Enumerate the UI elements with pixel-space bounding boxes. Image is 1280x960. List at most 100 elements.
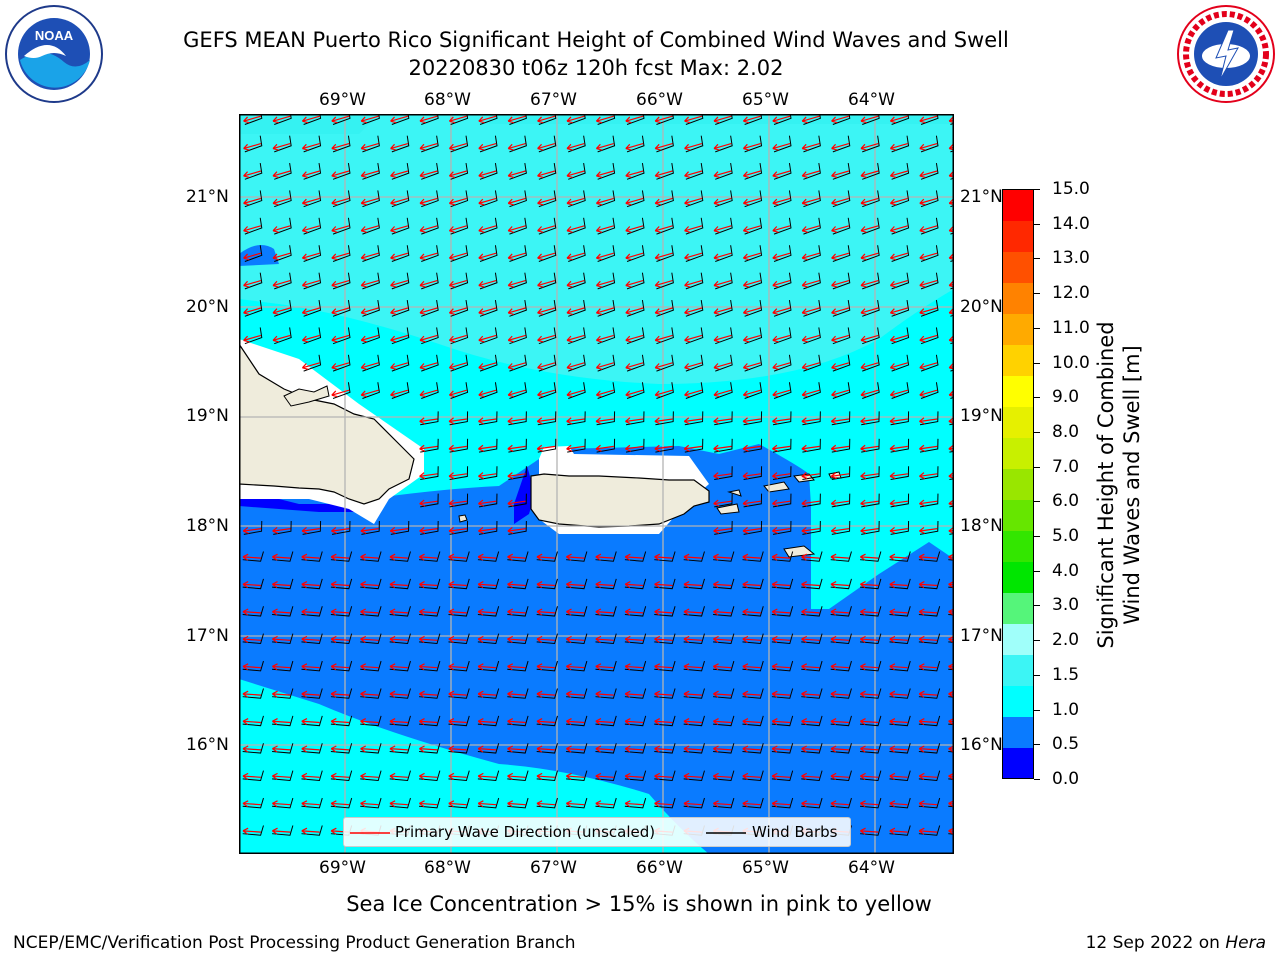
wave-direction-arrow <box>801 389 820 398</box>
wind-barb <box>862 217 880 235</box>
wave-direction-arrow <box>624 772 644 780</box>
wind-barb <box>391 135 410 153</box>
colorbar-tick-label: 7.0 <box>1052 456 1080 477</box>
wind-barb <box>802 466 821 481</box>
wind-barb <box>450 135 469 153</box>
wave-direction-arrow <box>860 197 879 206</box>
wind-barb <box>685 245 704 262</box>
wind-barb <box>742 715 764 727</box>
wind-barb <box>595 578 617 590</box>
wind-barb <box>624 633 647 644</box>
wind-barb <box>626 382 645 399</box>
wave-direction-arrow <box>919 252 938 261</box>
wave-direction-arrow <box>331 143 350 151</box>
wind-barb <box>244 327 263 345</box>
wind-barb <box>889 578 911 590</box>
wave-direction-arrow <box>360 745 379 753</box>
wind-barb <box>597 135 616 153</box>
wind-barb <box>477 551 500 562</box>
wave-direction-arrow <box>242 718 261 726</box>
wind-barb <box>772 438 792 453</box>
wave-direction-arrow <box>448 115 467 124</box>
colorbar-segment <box>1003 468 1033 500</box>
wave-direction-arrow <box>889 499 908 507</box>
wave-direction-arrow <box>272 745 291 753</box>
wave-direction-arrow <box>742 690 761 698</box>
wave-direction-arrow <box>919 307 938 316</box>
wind-barb <box>773 190 792 208</box>
wind-barb <box>803 245 821 262</box>
wave-direction-arrow <box>713 362 732 370</box>
wave-direction-arrow <box>683 444 703 452</box>
wind-barb <box>450 162 469 180</box>
wave-direction-arrow <box>330 553 350 561</box>
wind-barb <box>803 354 821 372</box>
wave-direction-arrow <box>478 280 497 288</box>
wind-barb <box>771 688 794 699</box>
wave-direction-arrow <box>713 772 732 780</box>
wind-barb <box>889 633 911 644</box>
wave-direction-arrow <box>742 526 761 534</box>
wave-direction-arrow <box>478 197 497 206</box>
wind-barb <box>625 411 645 426</box>
wind-barb <box>832 217 851 235</box>
colorbar-tick-label: 8.0 <box>1052 421 1080 442</box>
colorbar-tick-mark <box>1034 640 1040 642</box>
wind-barb <box>478 466 498 481</box>
wave-direction-arrow <box>419 635 438 643</box>
wind-barb <box>303 299 322 317</box>
wave-direction-arrow <box>360 608 379 616</box>
wave-direction-arrow <box>713 143 732 151</box>
wind-barb <box>683 743 705 754</box>
lon-label-bottom-65w: 65°W <box>742 858 789 878</box>
vector-layer <box>242 108 970 836</box>
lon-label-bottom-68w: 68°W <box>424 858 471 878</box>
wave-direction-arrow <box>419 280 438 288</box>
wind-barb <box>596 438 616 453</box>
wave-direction-arrow <box>389 635 408 643</box>
wind-barb <box>889 743 911 754</box>
wind-barb <box>773 327 792 345</box>
wave-direction-arrow <box>830 690 849 698</box>
wave-direction-arrow <box>242 581 261 589</box>
wind-barb <box>361 520 380 535</box>
wave-direction-arrow <box>507 608 526 616</box>
wave-direction-arrow <box>595 143 614 151</box>
wind-barb <box>626 190 645 208</box>
wind-barb <box>332 382 351 399</box>
wave-direction-arrow <box>478 389 497 398</box>
wind-barb <box>478 438 498 453</box>
wind-barb <box>597 272 616 290</box>
wave-direction-arrow <box>272 663 291 671</box>
wave-direction-arrow <box>772 444 791 452</box>
map-panel[interactable]: Primary Wave Direction (unscaled) Wind B… <box>238 108 970 854</box>
wind-barb <box>274 135 292 153</box>
wind-barb <box>301 770 323 781</box>
wave-direction-arrow <box>801 553 820 561</box>
wave-direction-arrow <box>566 772 585 780</box>
wave-direction-arrow <box>243 334 262 343</box>
wind-barb <box>566 551 588 562</box>
wave-direction-arrow <box>595 225 614 233</box>
wind-barb <box>860 551 882 562</box>
wind-barb <box>507 660 529 672</box>
wave-direction-arrow <box>507 499 526 507</box>
wind-barb <box>508 411 527 426</box>
wind-barb <box>568 162 586 180</box>
wave-direction-arrow <box>419 690 438 698</box>
lon-label-top-65w: 65°W <box>742 90 789 110</box>
wave-direction-arrow <box>713 197 732 206</box>
wind-barb <box>595 743 617 754</box>
wave-direction-arrow <box>918 800 938 808</box>
wave-direction-arrow <box>625 417 644 425</box>
lon-label-bottom-66w: 66°W <box>636 858 683 878</box>
wind-barb <box>449 466 469 481</box>
wave-direction-arrow <box>301 307 320 316</box>
wave-direction-arrow <box>478 307 497 316</box>
colorbar-ticks: 15.0 14.0 13.0 12.0 11.0 10.0 9.0 8.0 7.0 6.0 5.0 4… <box>1034 179 1104 789</box>
wind-barb <box>862 299 880 317</box>
wind-barb <box>391 299 410 317</box>
wave-direction-arrow <box>742 307 761 316</box>
wind-barb <box>538 299 557 317</box>
wave-direction-arrow <box>742 334 761 343</box>
